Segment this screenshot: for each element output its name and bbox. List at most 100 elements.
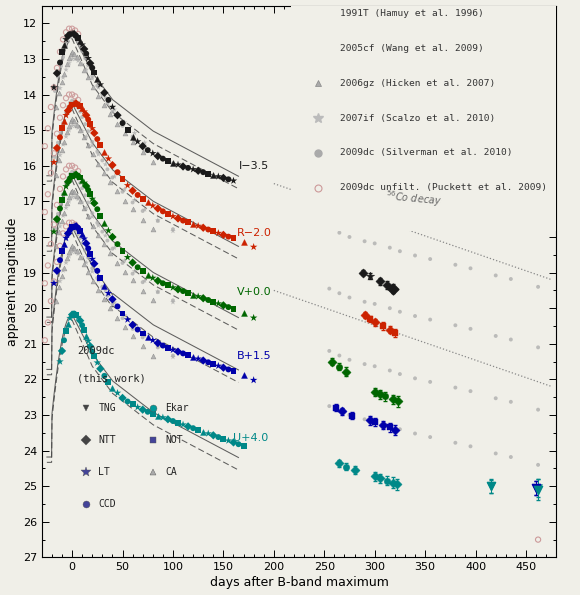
Point	[84, 54, 93, 63]
Point	[491, 271, 501, 280]
Point	[63, 174, 72, 183]
Point	[55, 184, 64, 194]
Point	[59, 239, 68, 249]
Point	[44, 318, 53, 327]
X-axis label: days after B-band maximum: days after B-band maximum	[209, 577, 389, 590]
Point	[59, 187, 68, 197]
Point	[113, 302, 122, 311]
Point	[342, 367, 351, 376]
Point	[70, 168, 79, 178]
Point	[451, 260, 460, 270]
Point	[63, 198, 72, 208]
Point	[143, 332, 153, 342]
Point	[63, 127, 72, 137]
Point	[100, 281, 109, 291]
Point	[204, 169, 213, 178]
Point	[209, 170, 218, 180]
Point	[378, 321, 387, 331]
Point	[67, 171, 77, 180]
Point	[534, 460, 543, 469]
Point	[130, 321, 139, 331]
Point	[128, 275, 137, 285]
Point	[345, 355, 354, 365]
Point	[123, 315, 132, 324]
Point	[67, 186, 77, 195]
Point	[153, 203, 162, 213]
Point	[71, 247, 80, 256]
Point	[123, 397, 132, 406]
Point	[168, 158, 177, 168]
Point	[52, 63, 61, 73]
Point	[74, 167, 83, 176]
Point	[395, 424, 404, 434]
Point	[224, 174, 233, 184]
Point	[153, 287, 162, 296]
Point	[138, 140, 147, 150]
Point	[534, 282, 543, 292]
Point	[74, 312, 83, 322]
Point	[380, 392, 389, 401]
Point	[128, 400, 137, 409]
Point	[79, 325, 89, 335]
Point	[61, 65, 71, 74]
Point	[44, 261, 53, 270]
Point	[51, 296, 60, 306]
Point	[66, 98, 75, 108]
Point	[61, 181, 71, 191]
Point	[158, 413, 168, 422]
Point	[148, 273, 157, 283]
Point	[50, 152, 60, 162]
Point	[118, 309, 127, 318]
Point	[106, 109, 115, 119]
Point	[88, 141, 97, 151]
Point	[67, 115, 77, 124]
Point	[84, 253, 93, 262]
Point	[55, 227, 64, 236]
Point	[82, 49, 91, 58]
Point	[204, 358, 213, 367]
Point	[75, 316, 85, 325]
Text: CA: CA	[165, 468, 177, 477]
Point	[67, 310, 77, 320]
Point	[55, 58, 64, 67]
Point	[148, 409, 157, 419]
Point	[113, 187, 122, 196]
Text: I−3.5: I−3.5	[238, 161, 269, 171]
Point	[138, 277, 147, 287]
Point	[59, 172, 68, 181]
Point	[66, 169, 75, 178]
Point	[168, 226, 177, 236]
Point	[79, 44, 89, 54]
Point	[106, 303, 115, 313]
Point	[59, 69, 68, 79]
Point	[70, 97, 79, 107]
Point	[168, 296, 177, 305]
Point	[179, 420, 188, 430]
Point	[173, 418, 183, 428]
Point	[55, 151, 64, 160]
Point	[49, 83, 59, 92]
Point	[466, 386, 475, 396]
Point	[385, 366, 394, 375]
Point	[59, 137, 68, 146]
Point	[78, 239, 87, 248]
Point	[74, 100, 83, 109]
Point	[93, 205, 102, 214]
Point	[90, 198, 99, 208]
Point	[113, 111, 122, 120]
Point	[67, 30, 77, 39]
Point	[158, 206, 168, 216]
Point	[52, 214, 61, 224]
Point	[101, 159, 110, 169]
Point	[67, 223, 77, 232]
Text: 2005cf (Wang et al. 2009): 2005cf (Wang et al. 2009)	[340, 44, 484, 53]
Point	[81, 120, 90, 129]
Point	[64, 24, 74, 33]
Point	[148, 149, 157, 158]
Point	[104, 154, 113, 164]
Point	[123, 126, 132, 135]
Point	[75, 36, 85, 46]
Point	[74, 194, 83, 203]
Point	[63, 253, 72, 263]
Point	[94, 83, 103, 92]
